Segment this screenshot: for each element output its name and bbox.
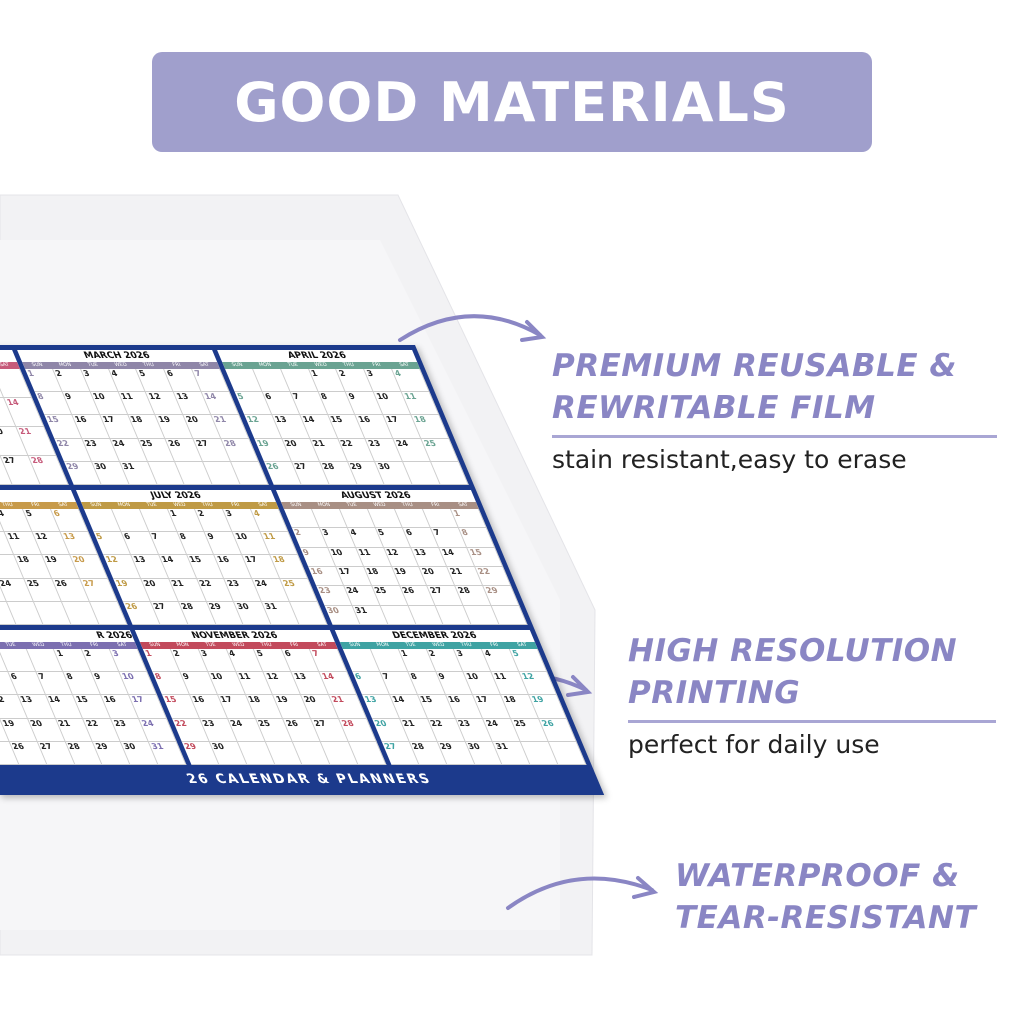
weekday: TUE [204,642,217,648]
weekday: WED [172,502,187,508]
weekday: FRI [230,502,241,508]
feature-caption: stain resistant,easy to erase [552,445,907,474]
weekday: TUE [4,642,17,648]
weekday-strip: SUN MON TUE WED THU FRI SAT [222,362,421,369]
weekday-strip: SUN MON TUE WED THU FRI SAT [139,642,338,649]
weekday: SUN [148,642,162,648]
arrow-head [632,876,659,899]
weekday: THU [142,362,156,368]
weekday: THU [259,642,273,648]
month-title: APRIL 2026 [286,351,349,361]
weekday: WED [231,642,246,648]
weekday: SUN [30,362,44,368]
month-title: MARCH 2026 [82,351,152,361]
arrow [506,876,654,910]
weekday: SAT [457,502,470,508]
divider [628,720,996,723]
feature-caption: perfect for daily use [628,730,880,759]
month-title: JULY 2026 [149,491,203,501]
weekday: WED [372,502,387,508]
arrow-head [566,675,593,697]
feature-heading: PRINTING [628,675,801,711]
month-title: R 2026 [95,631,135,641]
month-title-space [0,350,17,362]
weekday: SUN [348,642,362,648]
weekday: THU [459,642,473,648]
arrow [398,314,542,342]
feature-heading: REWRITABLE FILM [552,390,876,426]
weekday: SUN [289,502,303,508]
weekday: FRI [171,362,182,368]
weekday: MON [316,502,332,508]
weekday: THU [201,502,215,508]
weekday: TUE [86,362,100,368]
weekday: SAT [0,362,11,368]
feature-heading: WATERPROOF & [675,858,960,894]
weekday: MON [57,362,73,368]
weekday-strip: SUN MON TUE WED THU FRI SAT [280,502,479,509]
divider [552,435,997,438]
weekday: SUN [89,502,103,508]
month-title: DECEMBER 2026 [390,631,479,641]
feature-heading: TEAR-RESISTANT [675,900,977,936]
weekday: THU [342,362,356,368]
feature: HIGH RESOLUTION PRINTING perfect for dai… [628,630,996,761]
weekday-strip: SUN MON TUE WED THU FRI SAT [339,642,538,649]
weekday: TUE [345,502,359,508]
feature: WATERPROOF & TEAR-RESISTANT [675,855,1005,939]
weekday: FRI [371,362,382,368]
weekday: THU [401,502,415,508]
month-title: NOVEMBER 2026 [190,631,280,641]
weekday: TUE [145,502,159,508]
feature-heading: PREMIUM REUSABLE & [552,348,957,384]
weekday: WED [431,642,446,648]
weekday-strip: SUN MON TUE WED THU FRI SAT [80,502,279,509]
weekday: SAT [57,502,70,508]
month-title-space [0,490,76,502]
weekday: WED [31,642,46,648]
calendar-footer: 26 CALENDAR & PLANNERS [184,772,435,787]
weekday: SAT [516,642,529,648]
weekday: FRI [89,642,100,648]
weekday: SAT [316,642,329,648]
weekday: SAT [198,362,211,368]
weekday-strip: SUN MON TUE WED THU FRI SAT [22,362,221,369]
weekday: FRI [30,502,41,508]
weekday: THU [59,642,73,648]
weekday: SAT [116,642,129,648]
banner-title: GOOD MATERIALS [152,52,872,152]
arrow-head [520,320,547,342]
feature: PREMIUM REUSABLE & REWRITABLE FILM stain… [552,345,997,476]
weekday: SUN [230,362,244,368]
weekday: TUE [286,362,300,368]
weekday: FRI [289,642,300,648]
month-title: AUGUST 2026 [339,491,413,501]
weekday: WED [313,362,329,368]
weekday: WED [113,362,129,368]
weekday: MON [375,642,391,648]
weekday: MON [257,362,273,368]
weekday: TUE [404,642,417,648]
weekday: SAT [257,502,270,508]
weekday: FRI [489,642,500,648]
feature-heading: HIGH RESOLUTION [628,633,958,669]
weekday: SAT [398,362,411,368]
weekday: FRI [430,502,441,508]
weekday: MON [116,502,132,508]
weekday: MON [175,642,191,648]
